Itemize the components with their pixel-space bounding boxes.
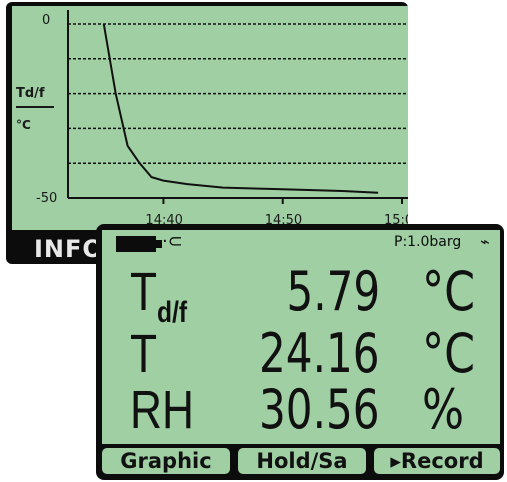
reading-symbol: RH [130, 380, 194, 440]
reading-value: 30.56 [259, 378, 380, 441]
reading-row-dewpoint: Td/f 5.79 °C [102, 260, 500, 330]
y-tick-label: -50 [36, 191, 57, 206]
reading-subscript: d/f [157, 296, 188, 329]
readings-screen: ·⊂ P:1.0barg ⌁ Td/f 5.79 °C T 24.16 °C R… [96, 224, 504, 480]
reading-unit: % [422, 378, 465, 441]
reading-row-humidity: RH 30.56 % [102, 378, 500, 441]
reading-value: 5.79 [286, 260, 380, 323]
plug-icon: ·⊂ [162, 231, 183, 252]
reading-row-temperature: T 24.16 °C [102, 322, 500, 385]
reading-unit: °C [422, 322, 476, 385]
hold-save-softkey[interactable]: Hold/Sa [238, 448, 366, 474]
y-axis-unit: °C [16, 118, 31, 132]
y-axis-label-divider [16, 106, 54, 108]
reading-symbol: Td/f [130, 262, 188, 329]
info-tab[interactable]: INFO [34, 235, 104, 263]
reading-unit: °C [422, 260, 476, 323]
pressure-readout: P:1.0barg [394, 234, 462, 250]
record-softkey[interactable]: ▸Record [374, 448, 500, 474]
sensor-icon: ⌁ [480, 232, 490, 251]
reading-symbol: T [130, 324, 158, 384]
battery-icon [116, 236, 156, 252]
softkey-bar: Graphic Hold/Sa ▸Record [102, 448, 500, 476]
y-axis-label: Td/f [16, 86, 45, 101]
y-tick-label: 0 [42, 13, 50, 28]
battery-tip [156, 240, 162, 248]
dewpoint-trend-line [102, 23, 379, 194]
readings-lcd: ·⊂ P:1.0barg ⌁ Td/f 5.79 °C T 24.16 °C R… [102, 230, 500, 444]
status-bar: ·⊂ P:1.0barg ⌁ [102, 230, 500, 254]
reading-value: 24.16 [259, 322, 380, 385]
graphic-softkey[interactable]: Graphic [102, 448, 230, 474]
